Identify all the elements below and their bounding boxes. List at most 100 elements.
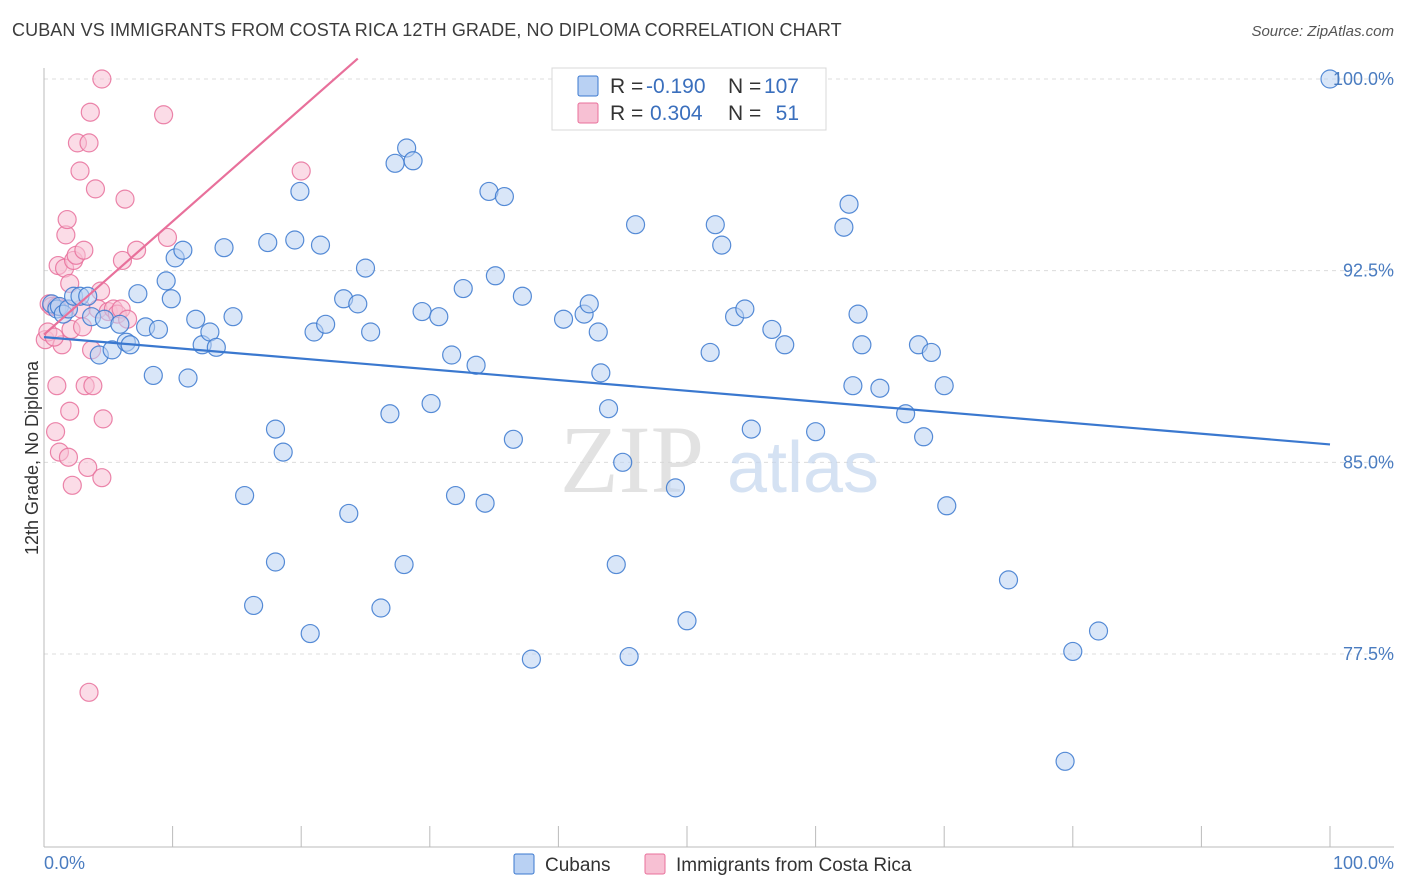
- y-tick-label: 85.0%: [1343, 452, 1394, 472]
- costa-rica-point: [112, 250, 133, 271]
- costa-rica-point: [92, 69, 112, 89]
- bottom-legend-label-cubans: Cubans: [545, 855, 611, 876]
- costa-rica-point: [60, 401, 80, 421]
- costa-rica-point: [57, 209, 77, 230]
- cubans-point: [705, 215, 725, 235]
- costa-rica-point: [79, 682, 99, 702]
- cubans-point: [186, 309, 206, 329]
- cubans-point: [1055, 751, 1075, 771]
- legend-n-value-costa-rica: 51: [776, 102, 799, 125]
- axes: [43, 68, 1394, 848]
- costa-rica-point: [115, 189, 135, 209]
- cubans-point: [403, 151, 423, 171]
- cubans-point: [453, 278, 473, 299]
- series-costa-rica-points: [35, 69, 311, 702]
- cubans-point: [998, 570, 1019, 590]
- cubans-point: [852, 335, 872, 355]
- cubans-point: [937, 496, 957, 516]
- cubans-point: [173, 240, 193, 260]
- cubans-trend-line: [43, 336, 1331, 446]
- legend-r-value-cubans: -0.190: [646, 75, 706, 98]
- cubans-point: [848, 304, 868, 324]
- x-tick-label-min: 0.0%: [44, 853, 85, 873]
- y-tick-labels: 77.5% 85.0% 92.5% 100.0%: [1333, 69, 1394, 664]
- series-cubans-points: [42, 69, 1340, 771]
- costa-rica-point: [70, 161, 90, 181]
- legend-n-label: N =: [728, 75, 761, 98]
- cubans-point: [285, 230, 305, 250]
- grid-lines: [44, 78, 1394, 655]
- cubans-point: [665, 478, 686, 498]
- y-axis-title: 12th Grade, No Diploma: [22, 360, 42, 555]
- cubans-point: [579, 294, 599, 314]
- cubans-point: [380, 404, 400, 424]
- trend-lines: [43, 57, 1331, 446]
- cubans-point: [870, 378, 890, 398]
- cubans-point: [128, 284, 148, 304]
- costa-rica-point: [79, 133, 99, 153]
- legend-n-label: N =: [728, 102, 761, 125]
- cubans-point: [588, 322, 608, 342]
- cubans-point: [421, 393, 441, 414]
- bottom-legend-swatch-costa-rica: [644, 853, 666, 875]
- cubans-point: [677, 611, 697, 631]
- cubans-point: [512, 286, 532, 306]
- cubans-point: [805, 422, 826, 442]
- costa-rica-point: [80, 102, 100, 122]
- costa-rica-point: [78, 457, 98, 478]
- cubans-point: [598, 399, 619, 419]
- cubans-point: [934, 376, 954, 396]
- stats-legend: R = -0.190 N = 107 R = 0.304 N = 51: [551, 67, 827, 131]
- bottom-legend-swatch-cubans: [513, 853, 535, 875]
- cubans-point: [843, 376, 863, 396]
- cubans-point: [316, 314, 336, 334]
- cubans-point: [914, 427, 934, 447]
- cubans-point: [300, 623, 320, 644]
- cubans-point: [214, 238, 234, 258]
- cubans-point: [619, 646, 639, 667]
- cubans-point: [1320, 69, 1340, 89]
- cubans-point: [361, 322, 381, 342]
- cubans-point: [741, 419, 761, 439]
- cubans-point: [834, 217, 854, 237]
- costa-rica-point: [126, 240, 147, 260]
- cubans-point: [735, 299, 755, 319]
- x-tick-label-max: 100.0%: [1333, 853, 1394, 873]
- cubans-point: [161, 289, 181, 309]
- legend-swatch-cubans: [577, 75, 599, 97]
- cubans-point: [1063, 641, 1083, 662]
- cubans-point: [412, 301, 432, 322]
- cubans-point: [553, 309, 574, 329]
- bottom-legend-label-costa-rica: Immigrants from Costa Rica: [676, 855, 912, 876]
- legend-r-value-costa-rica: 0.304: [650, 102, 703, 125]
- watermark-zip: ZIP: [560, 406, 704, 513]
- cubans-point: [178, 368, 198, 388]
- cubans-point: [466, 355, 486, 375]
- y-tick-label: 100.0%: [1333, 69, 1394, 89]
- cubans-point: [355, 258, 376, 278]
- cubans-point: [223, 307, 243, 327]
- costa-rica-point: [74, 240, 94, 260]
- costa-rica-point: [157, 227, 178, 248]
- costa-rica-point: [83, 376, 103, 396]
- cubans-point: [148, 319, 169, 340]
- cubans-point: [235, 485, 255, 506]
- bottom-legend: Cubans Immigrants from Costa Rica: [513, 853, 912, 876]
- cubans-point: [339, 503, 359, 524]
- cubans-point: [921, 342, 941, 363]
- legend-r-label: R =: [610, 102, 643, 125]
- cubans-point: [258, 232, 278, 253]
- cubans-point: [290, 181, 310, 202]
- cubans-point: [485, 266, 505, 286]
- cubans-point: [762, 319, 782, 340]
- x-ticks: [43, 826, 1331, 847]
- cubans-point: [839, 194, 859, 214]
- costa-rica-point: [62, 475, 82, 495]
- cubans-point: [445, 485, 466, 506]
- cubans-point: [591, 363, 611, 383]
- cubans-point: [442, 345, 462, 365]
- chart-source: Source: ZipAtlas.com: [1251, 23, 1394, 40]
- legend-r-label: R =: [610, 75, 643, 98]
- costa-rica-point: [85, 179, 106, 199]
